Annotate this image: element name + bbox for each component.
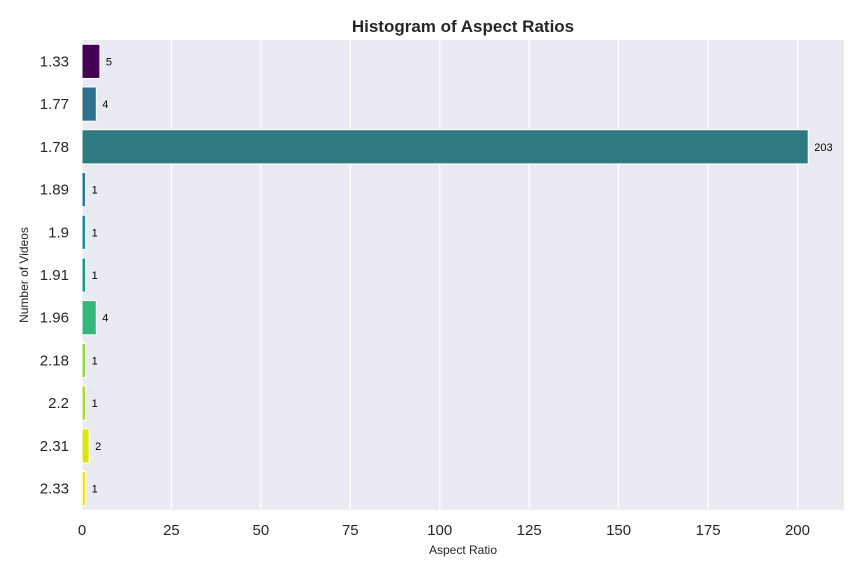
bar — [81, 300, 97, 336]
data-label: 5 — [106, 56, 112, 68]
plot-background — [82, 40, 844, 510]
bars — [81, 43, 809, 507]
x-tick-labels: 0 25 50 75 100 125 150 175 200 — [78, 522, 810, 539]
data-labels: 5 4 203 1 1 1 4 1 1 2 1 — [92, 56, 833, 495]
x-tick-label: 100 — [427, 522, 452, 539]
bar — [81, 86, 97, 122]
x-tick-label: 175 — [696, 522, 721, 539]
y-tick-label: 1.33 — [40, 53, 69, 70]
data-label: 1 — [92, 398, 98, 410]
chart-title: Histogram of Aspect Ratios — [352, 17, 574, 36]
data-label: 1 — [92, 227, 98, 239]
x-tick-label: 25 — [163, 522, 180, 539]
y-axis-label: Number of Videos — [17, 227, 31, 323]
grid-lines — [81, 40, 799, 510]
y-tick-label: 1.77 — [40, 96, 69, 113]
y-tick-label: 2.31 — [40, 438, 69, 455]
x-tick-label: 125 — [517, 522, 542, 539]
y-tick-label: 2.18 — [40, 352, 69, 369]
x-tick-label: 50 — [253, 522, 270, 539]
x-tick-label: 0 — [78, 522, 86, 539]
x-tick-label: 200 — [785, 522, 810, 539]
data-label: 1 — [92, 484, 98, 496]
bar — [81, 129, 809, 165]
y-tick-label: 1.96 — [40, 310, 69, 327]
data-label: 203 — [814, 142, 832, 154]
data-label: 1 — [92, 185, 98, 197]
data-label: 1 — [92, 270, 98, 282]
bar — [81, 428, 90, 464]
y-tick-label: 1.9 — [48, 224, 69, 241]
bar — [81, 471, 87, 507]
data-label: 4 — [102, 313, 108, 325]
bar — [81, 171, 87, 208]
data-label: 4 — [102, 99, 108, 111]
y-tick-labels: 1.33 1.77 1.78 1.89 1.9 1.91 1.96 2.18 2.2 2.31 2.… — [40, 53, 69, 497]
x-tick-label: 75 — [342, 522, 359, 539]
bar — [81, 385, 87, 421]
bar — [81, 257, 87, 293]
y-tick-label: 1.89 — [40, 182, 69, 199]
bar — [81, 43, 101, 79]
x-axis-label: Aspect Ratio — [429, 543, 497, 557]
y-tick-label: 2.2 — [48, 395, 69, 412]
data-label: 2 — [95, 441, 101, 453]
y-tick-label: 1.91 — [40, 267, 69, 284]
data-label: 1 — [92, 355, 98, 367]
bar — [81, 342, 87, 379]
y-tick-label: 2.33 — [40, 481, 69, 498]
y-tick-label: 1.78 — [40, 139, 69, 156]
x-tick-label: 150 — [606, 522, 631, 539]
bar — [81, 214, 87, 250]
